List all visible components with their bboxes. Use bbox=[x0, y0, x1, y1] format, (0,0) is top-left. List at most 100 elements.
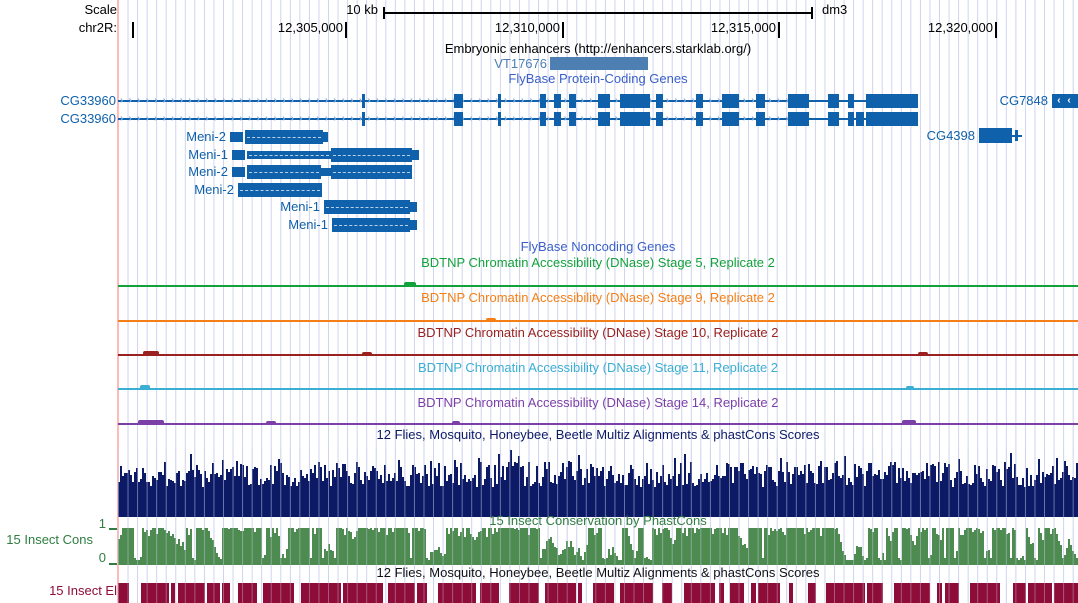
conserved-element-block[interactable] bbox=[936, 583, 943, 603]
gene-exon[interactable] bbox=[331, 165, 412, 179]
gene-exon[interactable] bbox=[569, 94, 576, 108]
conserved-element-block[interactable] bbox=[206, 583, 220, 603]
conserved-element-block[interactable] bbox=[683, 583, 715, 603]
gene-exon[interactable] bbox=[656, 112, 663, 126]
conserved-element-block[interactable] bbox=[222, 583, 231, 603]
conserved-element-block[interactable] bbox=[970, 583, 1001, 603]
bdtnp-track-title[interactable]: BDTNP Chromatin Accessibility (DNase) St… bbox=[417, 360, 779, 375]
gene-exon[interactable] bbox=[454, 94, 463, 108]
phastcons-track-title[interactable]: 15 Insect Conservation by PhastCons bbox=[489, 513, 707, 528]
gene-exon[interactable] bbox=[321, 132, 328, 142]
conserved-element-block[interactable] bbox=[545, 583, 576, 603]
conserved-element-block[interactable] bbox=[893, 583, 930, 603]
gene-exon[interactable] bbox=[410, 220, 417, 230]
conserved-element-block[interactable] bbox=[438, 583, 476, 603]
gene-exon[interactable] bbox=[230, 132, 243, 142]
gene-exon[interactable] bbox=[598, 112, 610, 126]
conserved-element-block[interactable] bbox=[170, 583, 175, 603]
gene-exon[interactable] bbox=[247, 151, 331, 159]
conserved-element-block[interactable] bbox=[1053, 583, 1078, 603]
gene-exon[interactable] bbox=[722, 112, 739, 126]
gene-exon[interactable] bbox=[554, 112, 561, 126]
gene-exon[interactable] bbox=[324, 200, 410, 214]
conserved-element-block[interactable] bbox=[388, 583, 416, 603]
gene-exon[interactable] bbox=[245, 130, 323, 144]
gene-exon[interactable] bbox=[756, 94, 765, 108]
conserved-elements-row[interactable] bbox=[118, 583, 1078, 603]
bdtnp-track-title[interactable]: BDTNP Chromatin Accessibility (DNase) St… bbox=[417, 325, 779, 340]
gene-exon[interactable] bbox=[540, 112, 546, 126]
conserved-element-block[interactable] bbox=[789, 583, 794, 603]
gene-exon[interactable] bbox=[238, 183, 322, 197]
gene-exon[interactable] bbox=[722, 94, 739, 108]
gene-exon[interactable] bbox=[828, 112, 839, 126]
conserved-element-block[interactable] bbox=[619, 583, 654, 603]
enhancer-item[interactable] bbox=[550, 57, 648, 70]
gene-end-exon[interactable] bbox=[866, 94, 918, 108]
gene-exon[interactable] bbox=[848, 94, 854, 108]
conserved-element-block[interactable] bbox=[729, 583, 745, 603]
gene-exon[interactable] bbox=[498, 112, 501, 126]
conserved-element-block[interactable] bbox=[825, 583, 865, 603]
gene-exon[interactable] bbox=[788, 94, 809, 108]
conserved-element-block[interactable] bbox=[578, 583, 583, 603]
gene-exon[interactable] bbox=[979, 128, 1012, 143]
gene-intron-line[interactable] bbox=[118, 100, 866, 102]
conserved-element-block[interactable] bbox=[1028, 583, 1052, 603]
gene-exon[interactable] bbox=[598, 94, 610, 108]
phastcons-histogram[interactable] bbox=[118, 528, 1078, 565]
gene-exon[interactable] bbox=[569, 112, 576, 126]
conserved-element-block[interactable] bbox=[867, 583, 883, 603]
gene-exon[interactable] bbox=[540, 94, 546, 108]
gene-exon[interactable] bbox=[620, 94, 650, 108]
conserved-element-block[interactable] bbox=[750, 583, 756, 603]
bdtnp-track-title[interactable]: BDTNP Chromatin Accessibility (DNase) St… bbox=[421, 255, 775, 270]
flybase-pcg-track-title[interactable]: FlyBase Protein-Coding Genes bbox=[508, 71, 688, 86]
gene-exon[interactable] bbox=[828, 94, 839, 108]
gene-exon[interactable] bbox=[410, 202, 417, 212]
conserved-element-block[interactable] bbox=[757, 583, 780, 603]
bdtnp-signal-baseline[interactable] bbox=[118, 388, 1078, 390]
conserved-element-block[interactable] bbox=[262, 583, 294, 603]
gene-exon[interactable] bbox=[321, 168, 331, 176]
gene-exon[interactable]: ‹ ‹ bbox=[1052, 94, 1078, 108]
gene-exon[interactable] bbox=[331, 148, 412, 162]
conserved-element-block[interactable] bbox=[238, 583, 258, 603]
multiz-track-title[interactable]: 12 Flies, Mosquito, Honeybee, Beetle Mul… bbox=[376, 427, 820, 442]
conserved-element-block[interactable] bbox=[661, 583, 672, 603]
gene-exon[interactable] bbox=[362, 112, 365, 126]
conserved-element-block[interactable] bbox=[417, 583, 428, 603]
conserved-element-block[interactable] bbox=[141, 583, 169, 603]
gene-exon[interactable] bbox=[788, 112, 809, 126]
gene-exon[interactable] bbox=[554, 94, 561, 108]
gene-exon[interactable] bbox=[756, 112, 765, 126]
conserved-element-block[interactable] bbox=[808, 583, 817, 603]
conserved-element-block[interactable] bbox=[118, 583, 129, 603]
multiz-elements-title[interactable]: 12 Flies, Mosquito, Honeybee, Beetle Mul… bbox=[376, 565, 820, 580]
conserved-element-block[interactable] bbox=[1012, 583, 1026, 603]
conserved-element-block[interactable] bbox=[178, 583, 205, 603]
bdtnp-signal-baseline[interactable] bbox=[118, 285, 1078, 287]
gene-exon[interactable] bbox=[412, 150, 419, 160]
flybase-ncg-track-title[interactable]: FlyBase Noncoding Genes bbox=[520, 239, 676, 254]
gene-exon[interactable] bbox=[454, 112, 463, 126]
conserved-element-block[interactable] bbox=[592, 583, 614, 603]
gene-exon[interactable] bbox=[362, 94, 365, 108]
bdtnp-signal-baseline[interactable] bbox=[118, 423, 1078, 425]
enhancers-track-title[interactable]: Embryonic enhancers (http://enhancers.st… bbox=[444, 41, 752, 56]
conserved-element-block[interactable] bbox=[300, 583, 342, 603]
bdtnp-signal-baseline[interactable] bbox=[118, 320, 1078, 322]
conserved-element-block[interactable] bbox=[343, 583, 384, 603]
gene-exon[interactable] bbox=[247, 165, 321, 179]
conserved-element-block[interactable] bbox=[508, 583, 540, 603]
gene-exon[interactable] bbox=[848, 112, 854, 126]
gene-intron-line[interactable] bbox=[118, 118, 866, 120]
gene-exon[interactable] bbox=[656, 94, 663, 108]
conserved-element-block[interactable] bbox=[944, 583, 959, 603]
bdtnp-track-title[interactable]: BDTNP Chromatin Accessibility (DNase) St… bbox=[417, 395, 779, 410]
gene-exon[interactable] bbox=[696, 94, 703, 108]
gene-exon[interactable] bbox=[232, 167, 245, 177]
bdtnp-signal-baseline[interactable] bbox=[118, 354, 1078, 356]
gene-end-exon[interactable] bbox=[866, 112, 918, 126]
conserved-element-block[interactable] bbox=[480, 583, 499, 603]
